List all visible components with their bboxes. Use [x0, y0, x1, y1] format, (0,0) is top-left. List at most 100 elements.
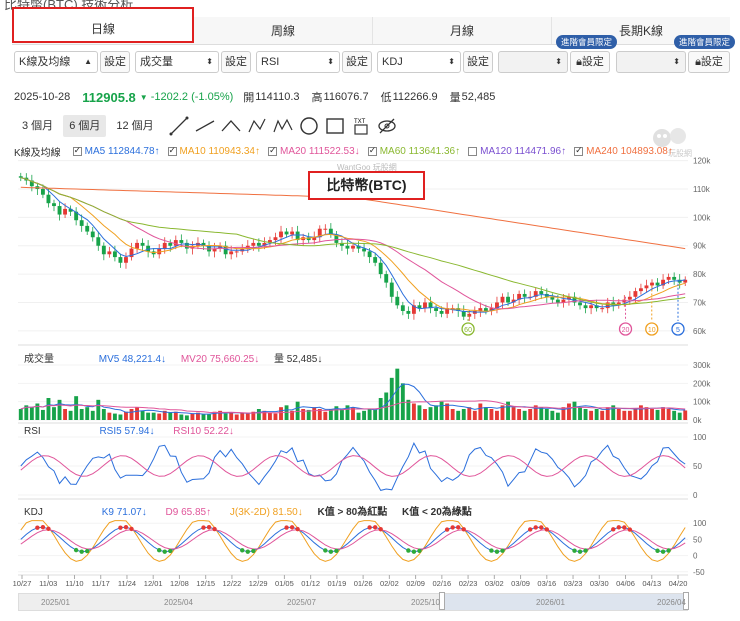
text-tool-icon[interactable]: TXT [350, 115, 372, 137]
ma240-text: MA240 104893.08↑ [586, 146, 673, 157]
chevron-down-icon: ▲ [84, 57, 92, 66]
marker-label: 60 [464, 327, 472, 334]
x-tick-label: 03/23 [564, 579, 583, 588]
candle-body [317, 228, 322, 238]
period-3m-button[interactable]: 3 個月 [22, 120, 54, 132]
ma-item-ma60[interactable]: MA60 113641.36↑ [367, 145, 460, 157]
candle-body [356, 245, 361, 249]
x-tick-label: 03/02 [485, 579, 504, 588]
indicator4-settings-button[interactable]: 🔒︎設定 [688, 51, 730, 73]
volume-bar [46, 398, 51, 420]
rsi-chart[interactable] [20, 442, 686, 491]
main-indicator-value: K線及均線 [19, 56, 71, 68]
navigator-range[interactable] [443, 594, 689, 610]
checkbox-icon[interactable] [167, 145, 177, 156]
checkbox-icon[interactable] [267, 145, 277, 156]
navigator-right-handle[interactable] [683, 592, 689, 610]
abcd-tool-icon[interactable] [246, 115, 268, 137]
tab-long-term[interactable]: 長期K線 [618, 24, 663, 38]
stock-charts[interactable]: 60 20 10 5 120k 110k 100k 90k 80k 70k 60k 300k 200k… [0, 155, 740, 621]
volume-bar [362, 410, 367, 420]
rsi5-line [20, 442, 686, 491]
indicator3-settings-button[interactable]: 🔒︎設定 [570, 51, 610, 73]
candle-body [18, 176, 23, 178]
candle-body [229, 251, 234, 255]
checkbox-icon[interactable] [574, 145, 584, 156]
kdj-red-dot [206, 525, 212, 530]
checkbox-icon[interactable] [367, 145, 377, 156]
candle-body [439, 310, 444, 314]
tab-monthly[interactable]: 月線 [373, 17, 552, 44]
indicator1-settings-button[interactable]: 設定 [342, 51, 372, 73]
candle-body [52, 203, 56, 207]
price-chart[interactable]: 60 20 10 5 [18, 172, 688, 336]
period-6m-button[interactable]: 6 個月 [63, 115, 107, 137]
volume-settings-button[interactable]: 設定 [221, 51, 251, 73]
indicator-controls: K線及均線 ▲ 設定 成交量 ⬍ 設定 RSI ⬍ 設定 KDJ ⬍ 設定 ⬍ 🔒︎設定… [14, 35, 736, 73]
candle-body [373, 257, 378, 263]
candle-body [146, 245, 151, 252]
ma-item-ma120[interactable]: MA120 114471.96↑ [468, 146, 566, 157]
candle-body [328, 228, 333, 235]
kdj-chart[interactable] [20, 520, 686, 562]
rectangle-tool-icon[interactable] [324, 115, 346, 137]
main-settings-button[interactable]: 設定 [100, 51, 130, 73]
tab-weekly[interactable]: 周線 [194, 17, 373, 44]
volume-bar [506, 401, 510, 420]
volume-select[interactable]: 成交量 ⬍ [135, 51, 219, 73]
main-indicator-select[interactable]: K線及均線 ▲ [14, 51, 98, 73]
volume-bar [112, 413, 117, 420]
y-tick-label: 100k [693, 213, 711, 222]
kdj-red-dot [611, 527, 616, 532]
ma120-value: 114471.96↑ [514, 146, 567, 157]
kdj-green-dot [334, 548, 339, 554]
volume-select-value: 成交量 [140, 56, 173, 68]
circle-tool-icon[interactable] [298, 115, 320, 137]
ma240-value: 104893.08↑ [620, 146, 673, 157]
candle-body [367, 251, 372, 258]
eye-hide-icon[interactable] [376, 115, 398, 137]
indicator3-select[interactable]: ⬍ [498, 51, 568, 73]
volume-bar [594, 409, 599, 420]
candle-body [666, 276, 671, 280]
settings-label: 設定 [700, 56, 723, 68]
ray-tool-icon[interactable] [194, 115, 216, 137]
quote-bar: 2025-10-28 112905.8 ▼ -1202.2 (-1.05%) 開… [14, 89, 501, 105]
indicator4-select[interactable]: ⬍ [616, 51, 686, 73]
tab-daily[interactable]: 日線 [12, 7, 194, 43]
y-tick-label: 300k [693, 361, 711, 370]
line-tool-icon[interactable] [168, 115, 190, 137]
y-tick-label: 80k [693, 270, 707, 279]
kdj-green-dot [494, 549, 500, 554]
indicator1-select[interactable]: RSI ⬍ [256, 51, 340, 73]
ma-item-ma20[interactable]: MA20 111522.53↓ [267, 145, 360, 157]
candle-body [179, 240, 184, 243]
checkbox-icon[interactable] [72, 145, 82, 156]
navigator-left-handle[interactable] [439, 592, 445, 610]
indicator2-settings-button[interactable]: 設定 [463, 51, 493, 73]
volume-chart[interactable] [18, 368, 688, 420]
lock-icon: 🔒︎ [695, 56, 701, 68]
ma-item-ma10[interactable]: MA10 110943.34↑ [167, 145, 260, 157]
marker-circle [618, 322, 633, 336]
ma-item-ma240[interactable]: MA240 104893.08↑ [574, 145, 673, 157]
indicator1-value: RSI [261, 56, 280, 68]
kdj-green-dot [417, 548, 422, 553]
period-12m-button[interactable]: 12 個月 [116, 120, 154, 132]
abcde-tool-icon[interactable] [272, 115, 294, 137]
chart-toolbar: 3 個月 6 個月 12 個月 TXT [16, 115, 398, 137]
volume-bar [129, 409, 134, 420]
marker-circle [671, 322, 685, 336]
volume-bar [511, 407, 516, 420]
triangle-tool-icon[interactable] [220, 115, 242, 137]
candle-body [57, 206, 62, 215]
volume-bar [328, 409, 333, 420]
ma-item-ma5[interactable]: MA5 112844.78↑ [72, 145, 160, 157]
time-navigator[interactable]: 2025/01 2025/04 2025/07 2025/10 2026/01 … [18, 592, 689, 611]
kdj-green-dot [572, 548, 577, 553]
wantgoo-logo: 玩股網 [650, 124, 694, 160]
indicator2-select[interactable]: KDJ ⬍ [377, 51, 461, 73]
checkbox-icon[interactable] [468, 147, 478, 156]
mv5-value: MV5 48,221.4↓ [98, 354, 167, 365]
open-value: 114110.3 [255, 91, 300, 103]
